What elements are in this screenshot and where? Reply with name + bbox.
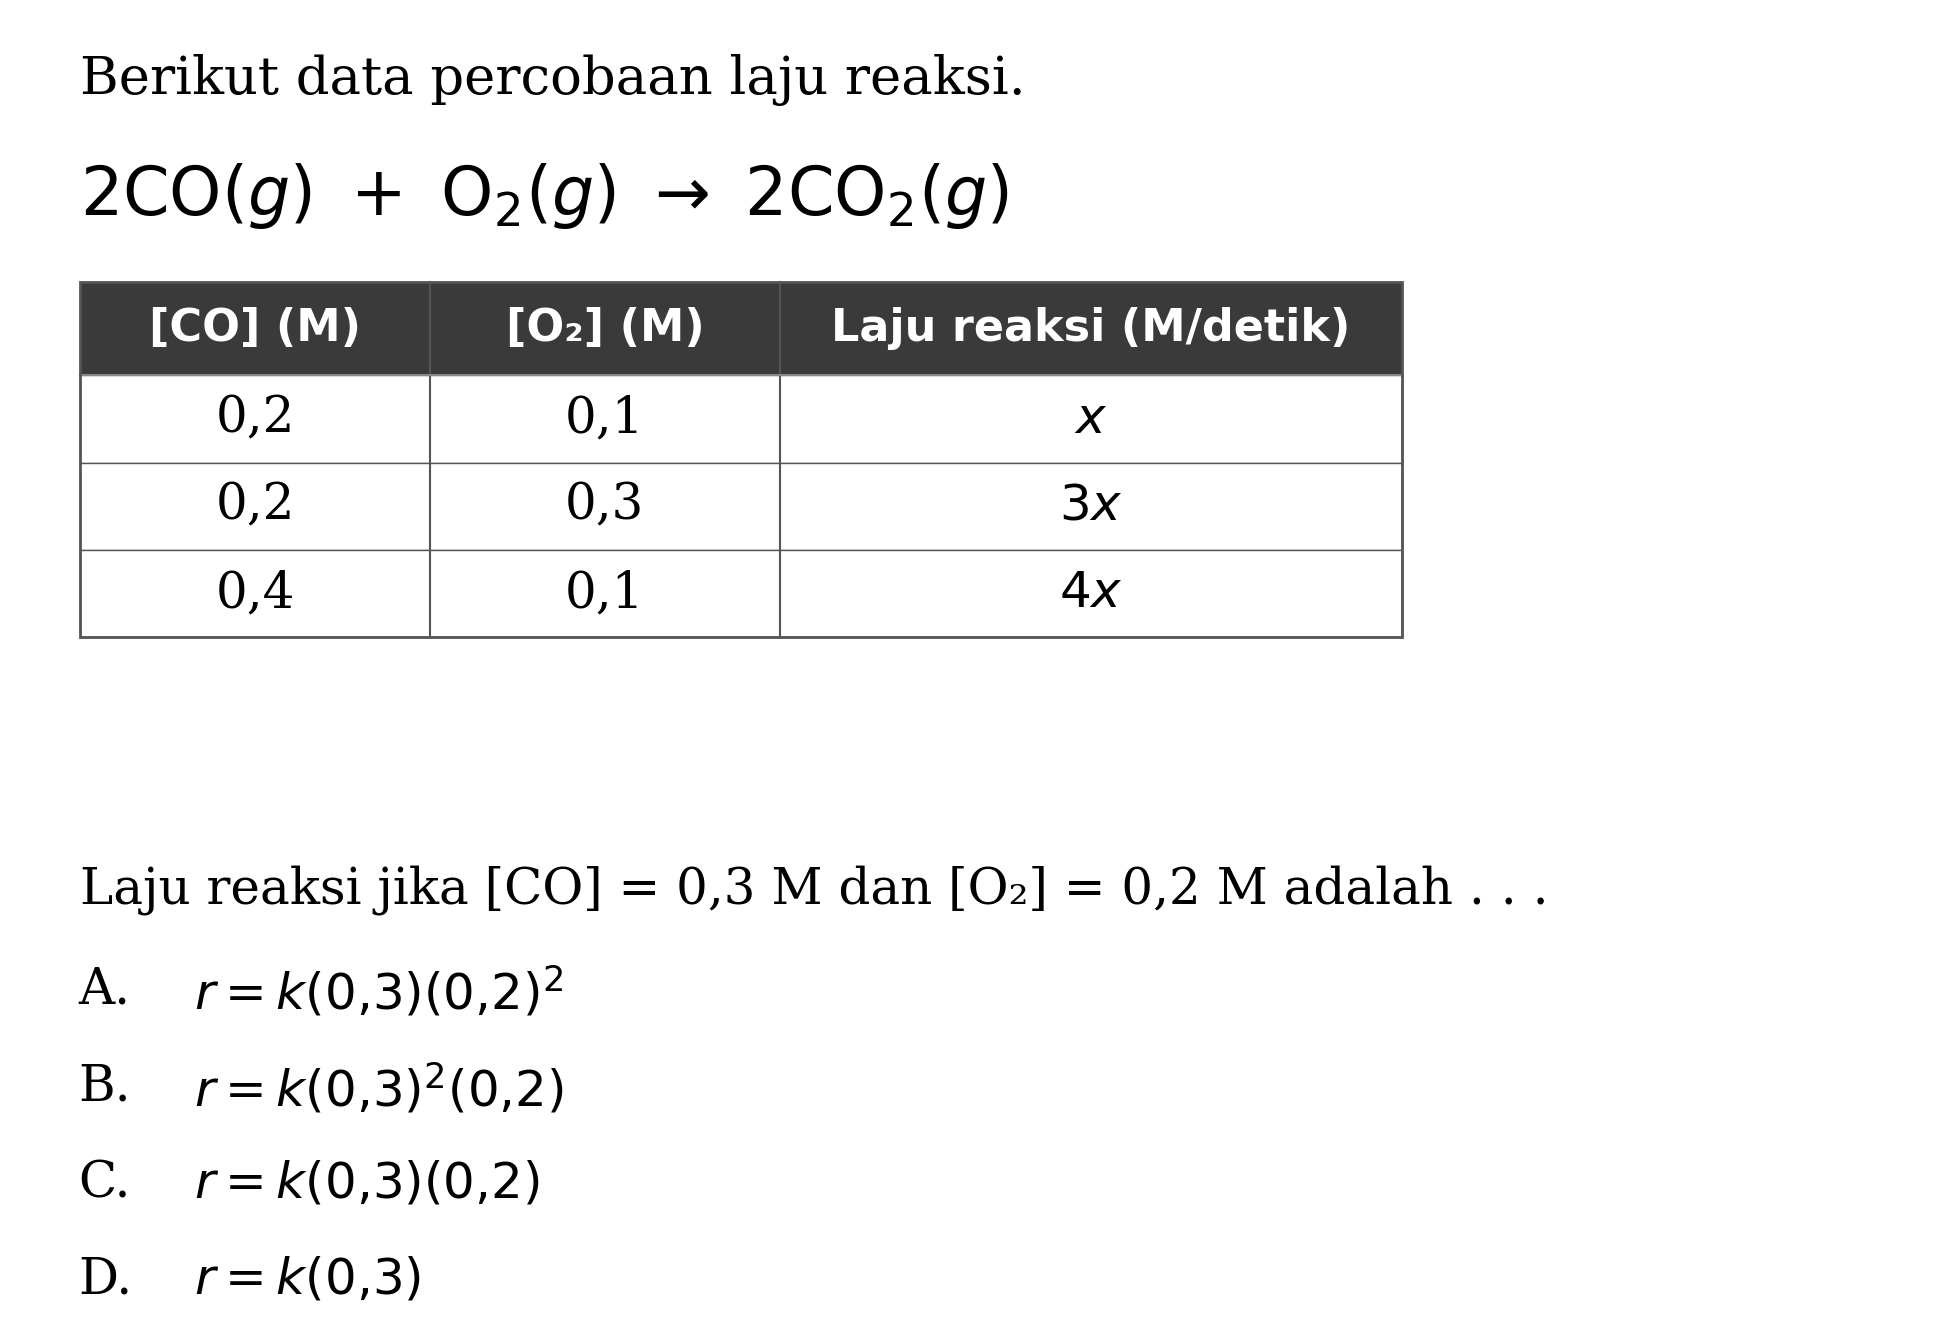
Text: 0,1: 0,1 [566,394,645,444]
Bar [80,550,1402,637]
Text: $4x$: $4x$ [1059,569,1124,618]
Text: Laju reaksi (M/detik): Laju reaksi (M/detik) [832,307,1351,350]
Text: B.: B. [78,1062,130,1112]
Text: $r = k(0{,}3)$: $r = k(0{,}3)$ [194,1255,422,1305]
FancyBboxPatch shape [80,282,1402,375]
Bar [80,282,1402,637]
Text: Berikut data percobaan laju reaksi.: Berikut data percobaan laju reaksi. [80,54,1026,106]
Text: 0,1: 0,1 [566,569,645,618]
Text: $x$: $x$ [1075,394,1108,444]
Text: C.: C. [78,1159,130,1208]
Text: $3x$: $3x$ [1059,481,1124,531]
Text: $r = k(0{,}3)^2(0{,}2)$: $r = k(0{,}3)^2(0{,}2)$ [194,1062,564,1117]
Text: D.: D. [78,1255,132,1305]
Text: 0,4: 0,4 [216,569,295,618]
Text: 0,2: 0,2 [216,394,295,444]
Text: 0,3: 0,3 [566,481,645,531]
Text: Laju reaksi jika [CO] = 0,3 M dan [O₂] = 0,2 M adalah . . .: Laju reaksi jika [CO] = 0,3 M dan [O₂] =… [80,865,1549,915]
Text: $r = k(0{,}3)(0{,}2)$: $r = k(0{,}3)(0{,}2)$ [194,1159,540,1208]
Text: [O₂] (M): [O₂] (M) [505,307,704,350]
Text: A.: A. [78,966,130,1015]
Text: [CO] (M): [CO] (M) [150,307,362,350]
Text: $r = k(0{,}3)(0{,}2)^2$: $r = k(0{,}3)(0{,}2)^2$ [194,966,564,1021]
Bar [80,375,1402,463]
Text: $2\mathrm{CO}(g)\ +\ \mathrm{O_2}(g)\ \rightarrow\ 2\mathrm{CO_2}(g)$: $2\mathrm{CO}(g)\ +\ \mathrm{O_2}(g)\ \r… [80,161,1009,231]
Bar [80,463,1402,550]
Text: 0,2: 0,2 [216,481,295,531]
